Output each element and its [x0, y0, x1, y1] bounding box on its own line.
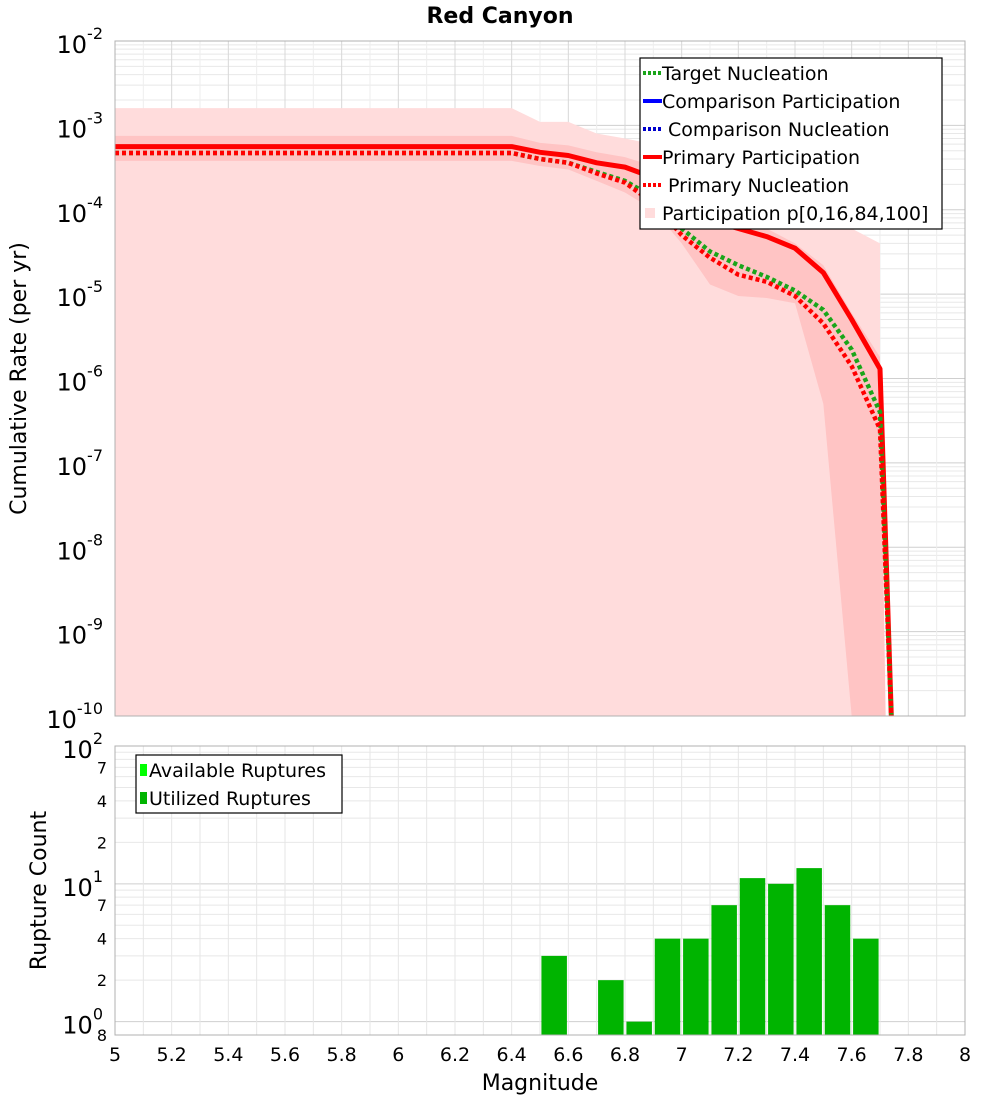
count-y-tick-label-minor: 2: [97, 971, 107, 990]
count-y-tick-label: 100: [62, 1005, 103, 1040]
rate-legend-label: Primary Nucleation: [662, 175, 849, 197]
utilized-rupture-bar: [853, 938, 879, 1035]
chart-title: Red Canyon: [426, 4, 573, 29]
count-y-tick-label-minor: 4: [97, 792, 107, 811]
rate-legend-label: Comparison Nucleation: [662, 119, 890, 141]
count-legend-swatch: [140, 792, 147, 804]
utilized-rupture-bar: [626, 1021, 652, 1035]
count-y-tick-label-minor: 2: [97, 833, 107, 852]
rate-plot-area: 10-10 10-9 10-8 10-7 10-6 10-5 10-4 10-3 10-2 Tar…: [46, 24, 966, 734]
rate-y-tick-label: 10-5: [57, 277, 104, 312]
rate-y-tick-label: 10-6: [57, 362, 104, 397]
count-plot-frame: [114, 745, 966, 1036]
utilized-rupture-bar: [541, 955, 567, 1035]
x-tick-label: 8: [959, 1044, 971, 1066]
x-tick-label: 5.2: [157, 1044, 187, 1066]
count-y-tick-label: 102: [62, 729, 103, 764]
y-axis-label-rate: Cumulative Rate (per yr): [7, 242, 32, 515]
x-axis-label: Magnitude: [482, 1071, 599, 1096]
x-tick-label: 6: [392, 1044, 404, 1066]
participation-band-outer: [115, 108, 880, 717]
x-tick-label: 5.8: [327, 1044, 357, 1066]
count-legend-label: Utilized Ruptures: [149, 788, 311, 810]
x-tick-label: 6.2: [440, 1044, 470, 1066]
count-y-tick-label-minor: 7: [97, 896, 107, 915]
utilized-rupture-bar: [598, 980, 624, 1035]
utilized-rupture-bar: [796, 868, 822, 1035]
rate-legend-label: Primary Participation: [662, 147, 860, 169]
x-tick-label: 7.4: [780, 1044, 810, 1066]
rate-y-tick-label: 10-4: [57, 193, 104, 228]
legend-swatch-band: [645, 208, 655, 218]
utilized-rupture-bar: [654, 938, 681, 1035]
count-y-tick-label-minor: 4: [97, 930, 107, 949]
rate-y-tick-label: 10-7: [57, 446, 104, 481]
y-axis-label-count: Rupture Count: [27, 811, 52, 971]
rate-legend-box: [639, 57, 943, 230]
x-tick-label: 7.8: [893, 1044, 923, 1066]
x-tick-label: 6.6: [553, 1044, 583, 1066]
rate-y-tick-label: 10-3: [57, 108, 104, 143]
count-y-tick-label-minor: 7: [97, 758, 107, 777]
x-tick-label: 5.4: [213, 1044, 243, 1066]
rate-plot-frame: [114, 40, 966, 717]
x-tick-label: 5: [109, 1044, 121, 1066]
count-y-tick-label: 101: [62, 867, 103, 902]
count-legend-swatch: [140, 764, 147, 776]
rate-y-tick-label: 10-8: [57, 530, 104, 565]
utilized-rupture-bar: [824, 905, 851, 1035]
count-y-tick-label-minor: 8: [97, 1026, 107, 1045]
rate-legend-label: Comparison Participation: [662, 91, 900, 113]
x-tick-label: 5.6: [270, 1044, 300, 1066]
count-legend-box: [135, 754, 343, 814]
utilized-rupture-bar: [711, 905, 737, 1035]
x-tick-label: 6.8: [610, 1044, 640, 1066]
rate-legend-label: Target Nucleation: [661, 63, 829, 85]
rate-y-tick-label: 10-9: [57, 615, 104, 650]
utilized-rupture-bar: [739, 878, 766, 1035]
rate-y-tick-label: 10-10: [46, 699, 103, 734]
primary-nucleation-line: [115, 150, 894, 717]
utilized-rupture-bar: [768, 883, 794, 1035]
x-tick-label: 7.2: [723, 1044, 753, 1066]
count-legend-label: Available Ruptures: [149, 760, 326, 782]
x-tick-label: 7.6: [837, 1044, 867, 1066]
x-tick-label: 7: [676, 1044, 688, 1066]
target-nucleation-line: [115, 150, 894, 717]
utilized-rupture-bar: [683, 938, 709, 1035]
rate-y-tick-label: 10-2: [57, 24, 104, 59]
x-tick-label: 6.4: [497, 1044, 527, 1066]
rate-legend-label: Participation p[0,16,84,100]: [662, 203, 928, 225]
